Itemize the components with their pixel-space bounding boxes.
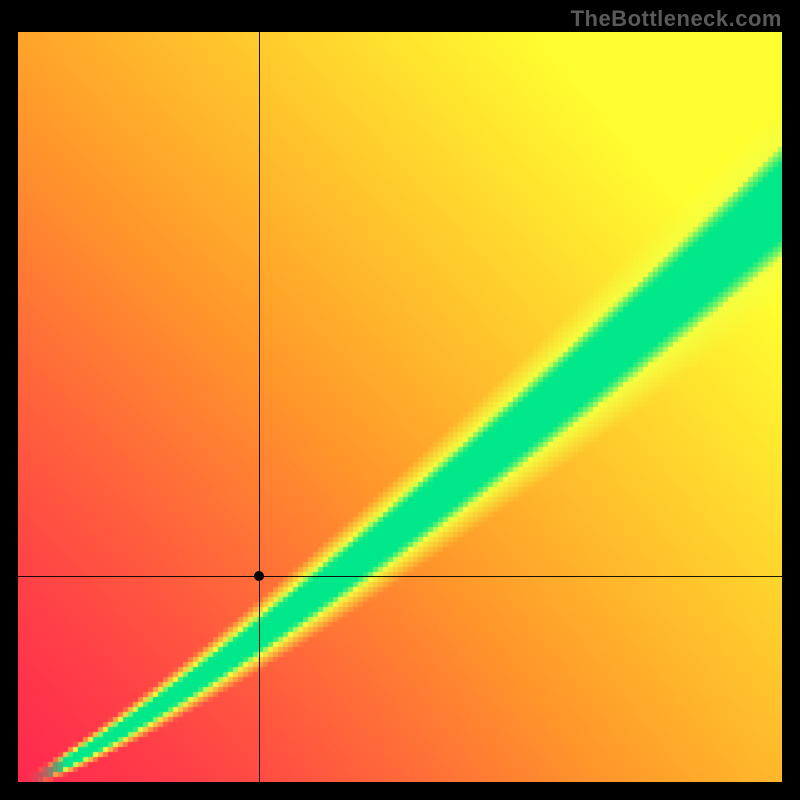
crosshair-horizontal xyxy=(18,576,782,577)
plot-area xyxy=(18,32,782,782)
heatmap-canvas xyxy=(18,32,782,782)
watermark-text: TheBottleneck.com xyxy=(571,6,782,32)
crosshair-marker xyxy=(254,571,264,581)
chart-container: TheBottleneck.com xyxy=(0,0,800,800)
crosshair-vertical xyxy=(259,32,260,782)
